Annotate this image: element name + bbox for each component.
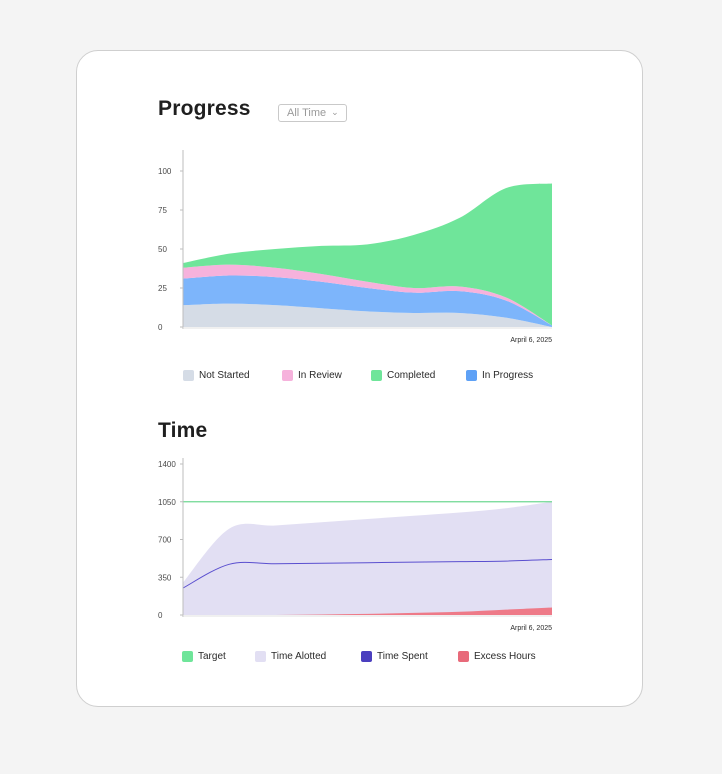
legend-label: In Progress (482, 370, 534, 381)
area-time-alotted (183, 501, 552, 615)
time-title: Time (158, 419, 208, 442)
area-in-progress (183, 275, 552, 327)
line-time-spent (182, 558, 553, 589)
chevron-down-icon: ⌄ (331, 106, 339, 117)
legend-item: Not Started (183, 370, 250, 381)
legend-label: Time Spent (377, 651, 428, 662)
legend-swatch (182, 651, 193, 662)
legend-swatch (361, 651, 372, 662)
legend-label: Excess Hours (474, 651, 536, 662)
legend-item: In Progress (466, 370, 533, 381)
y-tick-label: 75 (158, 206, 167, 215)
progress-title: Progress (158, 97, 251, 120)
x-end-label: Arpril 6, 2025 (510, 625, 552, 632)
y-tick-label: 25 (158, 284, 167, 293)
legend-swatch (183, 370, 194, 381)
progress-chart: 0 25 50 75 100 Arpril 6, 2025 (158, 150, 552, 344)
y-tick-label: 0 (158, 611, 163, 620)
legend-item: Excess Hours (458, 651, 536, 662)
legend-item: Time Spent (361, 651, 428, 662)
legend-swatch (458, 651, 469, 662)
y-tick-label: 0 (158, 323, 163, 332)
time-range-selected: All Time (287, 107, 327, 119)
legend-label: Completed (387, 370, 436, 381)
area-excess-hours (183, 607, 552, 616)
legend-swatch (371, 370, 382, 381)
y-tick-label: 100 (158, 167, 172, 176)
legend-label: Time Alotted (271, 651, 327, 662)
y-tick-label: 50 (158, 245, 167, 254)
legend-item: Time Alotted (255, 651, 326, 662)
legend-swatch (466, 370, 477, 381)
legend-label: Not Started (199, 370, 250, 381)
x-end-label: Arpril 6, 2025 (510, 337, 552, 344)
y-tick-label: 700 (158, 536, 172, 545)
time-chart: 0 350 700 1050 1400 Arpril 6, 2025 (158, 458, 552, 632)
legend-item: Completed (371, 370, 435, 381)
area-completed (183, 183, 552, 326)
legend-swatch (255, 651, 266, 662)
y-tick-label: 1400 (158, 460, 176, 469)
time-range-dropdown[interactable]: All Time ⌄ (278, 104, 347, 122)
legend-item: In Review (282, 370, 342, 381)
y-tick-label: 350 (158, 573, 172, 582)
area-in-review (183, 264, 552, 326)
legend-label: Target (198, 651, 226, 662)
legend-label: In Review (298, 370, 342, 381)
y-tick-label: 1050 (158, 498, 176, 507)
area-not-started (183, 303, 552, 327)
legend-item: Target (182, 651, 226, 662)
legend-swatch (282, 370, 293, 381)
